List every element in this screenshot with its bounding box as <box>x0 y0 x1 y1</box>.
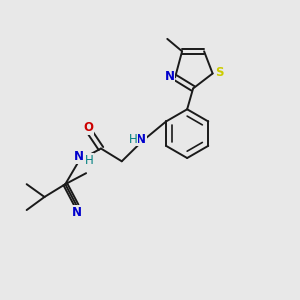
Text: N: N <box>136 133 146 146</box>
Text: H: H <box>84 154 93 167</box>
Text: S: S <box>215 65 224 79</box>
Text: O: O <box>83 121 93 134</box>
Text: N: N <box>72 206 82 219</box>
Text: H: H <box>130 134 137 144</box>
Text: H: H <box>85 155 93 165</box>
Text: O: O <box>83 121 93 134</box>
Text: N: N <box>74 150 84 163</box>
Text: N: N <box>165 70 175 83</box>
Text: S: S <box>215 65 224 79</box>
Text: N: N <box>136 133 146 146</box>
Text: N: N <box>72 206 82 219</box>
Text: N: N <box>165 70 175 83</box>
Text: H: H <box>129 133 138 146</box>
Text: N: N <box>74 150 84 163</box>
